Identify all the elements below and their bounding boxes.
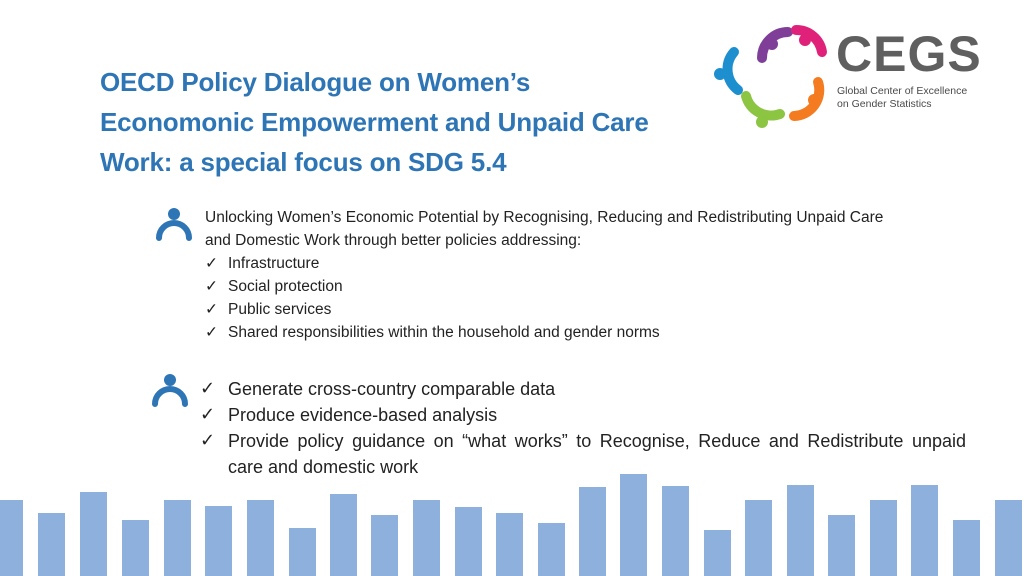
decorative-bar	[205, 506, 232, 576]
person-icon	[152, 374, 188, 407]
decorative-bar	[164, 500, 191, 576]
decorative-bar	[371, 515, 398, 576]
list-item: ✓ Provide policy guidance on “what works”…	[200, 428, 966, 480]
list-item: ✓ Produce evidence-based analysis	[200, 402, 966, 428]
logo-subtitle-line-2: on Gender Statistics	[837, 98, 932, 110]
logo-subtitle: Global Center of Excellence on Gender St…	[837, 85, 967, 111]
person-icon	[156, 208, 192, 241]
list-item: ✓ Shared responsibilities within the hous…	[205, 321, 975, 344]
section-2-list: ✓ Generate cross-country comparable data …	[200, 376, 966, 480]
decorative-bar	[911, 485, 938, 576]
list-item: ✓ Social protection	[205, 275, 975, 298]
logo-person-magenta	[791, 24, 827, 57]
decorative-bar	[787, 485, 814, 576]
cegs-logo-icon	[714, 24, 827, 128]
decorative-bar	[579, 487, 606, 576]
logo-subtitle-line-1: Global Center of Excellence	[837, 85, 968, 97]
decorative-bar	[538, 523, 565, 576]
decorative-bar	[620, 474, 647, 576]
decorative-bar	[496, 513, 523, 576]
decorative-bar	[662, 486, 689, 576]
decorative-bar	[995, 500, 1022, 576]
check-icon: ✓	[200, 378, 216, 399]
decorative-bar	[330, 494, 357, 576]
decorative-bar	[80, 492, 107, 576]
check-icon: ✓	[205, 254, 218, 272]
title-line-2: Economonic Empowerment and Unpaid Care	[100, 107, 649, 137]
decorative-bar	[455, 507, 482, 576]
decorative-bar	[38, 513, 65, 576]
list-item-text: Public services	[228, 301, 332, 318]
list-item-text: Generate cross-country comparable data	[228, 379, 556, 399]
section-2: ✓ Generate cross-country comparable data …	[200, 376, 966, 480]
decorative-bar	[745, 500, 772, 576]
decorative-bar	[247, 500, 274, 576]
check-icon: ✓	[205, 323, 218, 341]
logo-person-purple	[757, 27, 793, 63]
decorative-bar	[704, 530, 731, 576]
list-item-text: Infrastructure	[228, 255, 320, 272]
logo-person-green	[741, 91, 785, 128]
section-1-lead: Unlocking Women’s Economic Potential by …	[205, 206, 975, 252]
section-1: Unlocking Women’s Economic Potential by …	[205, 206, 975, 344]
decorative-bar	[413, 500, 440, 576]
check-icon: ✓	[205, 300, 218, 318]
list-item-text: Social protection	[228, 278, 343, 295]
decorative-bar	[0, 500, 23, 576]
check-icon: ✓	[200, 430, 216, 451]
check-icon: ✓	[200, 404, 216, 425]
list-item-text: Shared responsibilities within the house…	[228, 324, 660, 341]
page-title: OECD Policy Dialogue on Women’s Economon…	[100, 62, 760, 182]
list-item: ✓ Public services	[205, 298, 975, 321]
title-line-3: Work: a special focus on SDG 5.4	[100, 147, 507, 177]
decorative-bar	[122, 520, 149, 576]
decorative-bar	[870, 500, 897, 576]
section-1-lead-line-1: Unlocking Women’s Economic Potential by …	[205, 209, 884, 226]
check-icon: ✓	[205, 277, 218, 295]
logo-wordmark: CEGS	[836, 26, 982, 82]
logo-person-orange	[789, 77, 825, 121]
list-item-text: Produce evidence-based analysis	[228, 405, 498, 425]
section-1-lead-line-2: and Domestic Work through better policie…	[205, 232, 582, 249]
decorative-bar	[953, 520, 980, 576]
title-line-1: OECD Policy Dialogue on Women’s	[100, 67, 531, 97]
list-item-text: Provide policy guidance on “what works” …	[228, 431, 966, 477]
list-item: ✓ Generate cross-country comparable data	[200, 376, 966, 402]
list-item: ✓ Infrastructure	[205, 252, 975, 275]
section-1-list: ✓ Infrastructure ✓ Social protection ✓ Publ…	[205, 252, 975, 344]
logo-person-blue	[714, 47, 743, 95]
decorative-bar	[828, 515, 855, 576]
decorative-bar	[289, 528, 316, 576]
